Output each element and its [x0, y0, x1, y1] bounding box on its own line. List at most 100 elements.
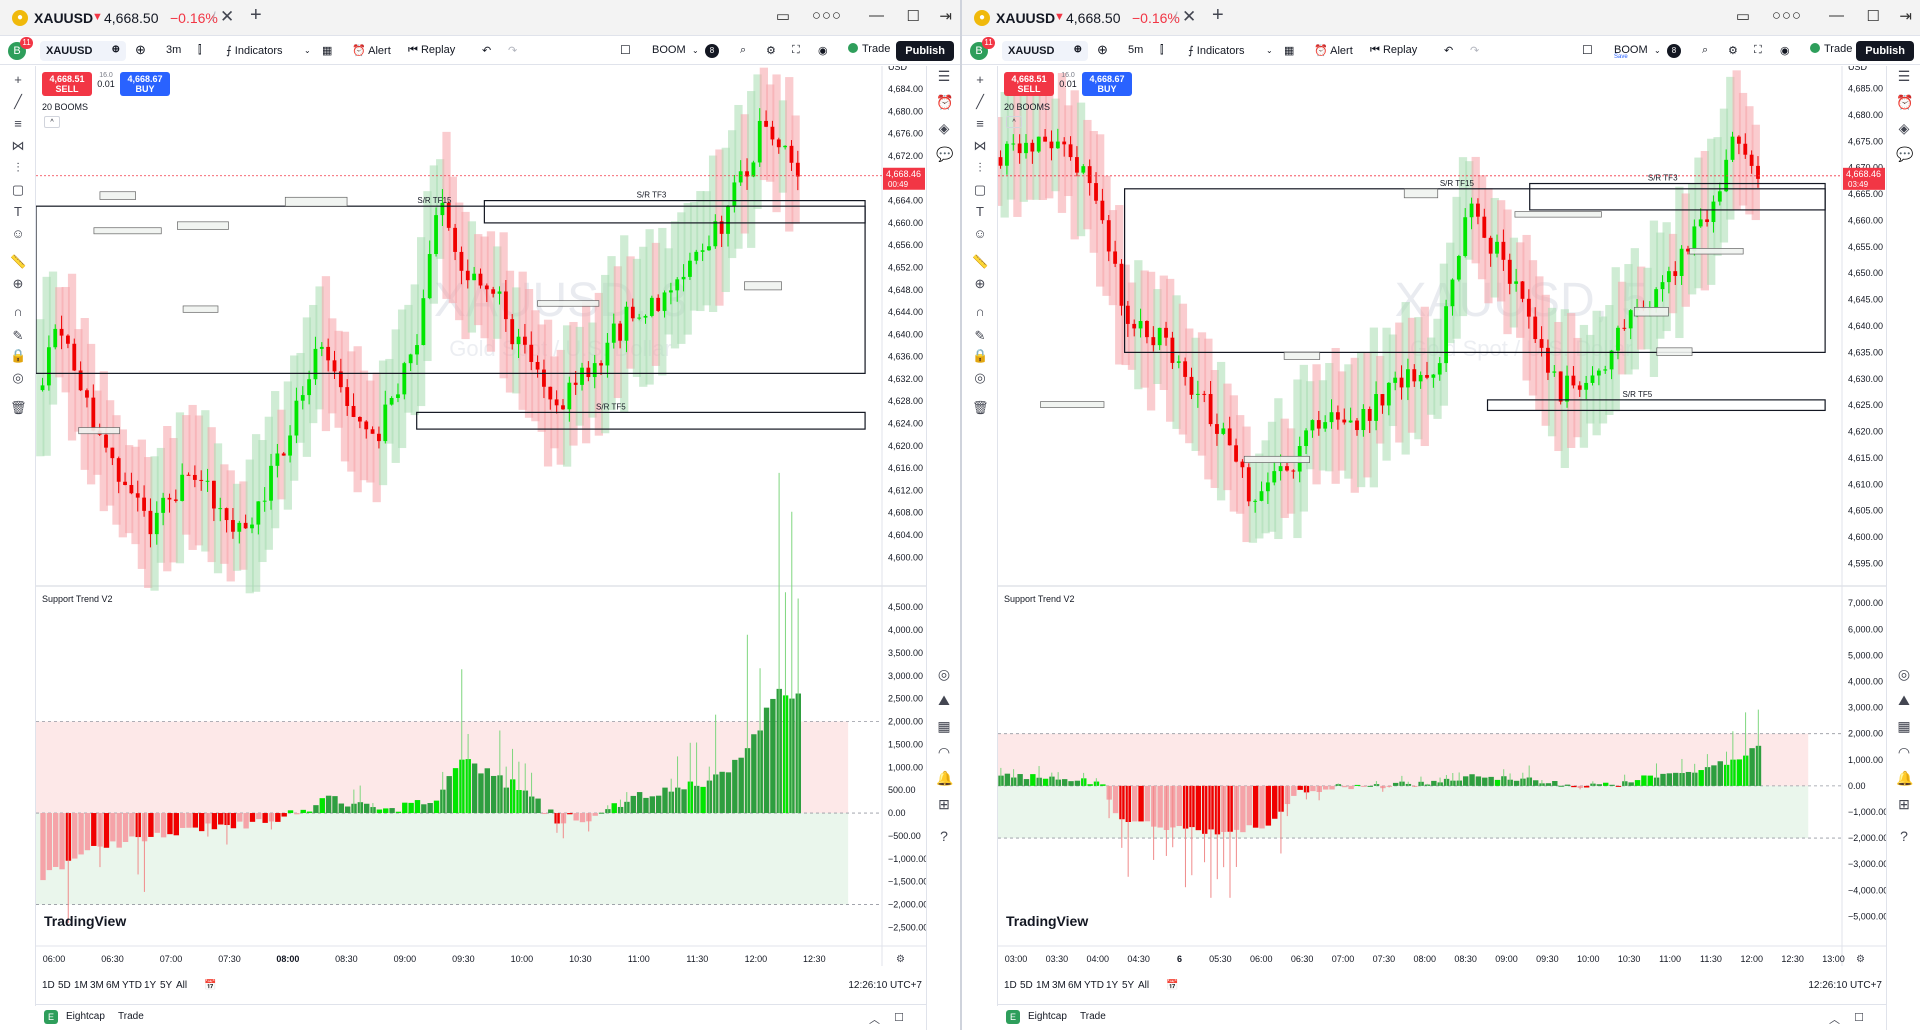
candle-body[interactable] — [1202, 393, 1207, 395]
candle-body[interactable] — [491, 289, 496, 294]
layout-name-button[interactable]: BOOM Save — [1614, 44, 1648, 60]
candle-body[interactable] — [1055, 141, 1060, 149]
candle-body[interactable] — [1240, 461, 1245, 468]
candle-body[interactable] — [1138, 321, 1143, 329]
candle-body[interactable] — [1195, 393, 1200, 395]
undo-icon[interactable]: ↶ — [1444, 45, 1454, 57]
bell-icon[interactable]: 🔔 — [1896, 770, 1914, 786]
candle-body[interactable] — [243, 522, 248, 529]
candle-body[interactable] — [1520, 281, 1525, 299]
candle-body[interactable] — [345, 387, 350, 406]
candle-body[interactable] — [998, 157, 1003, 166]
candle-body[interactable] — [1119, 263, 1124, 306]
candle-body[interactable] — [161, 497, 166, 513]
candle-body[interactable] — [288, 435, 292, 456]
camera-icon[interactable]: ◉ — [1780, 45, 1790, 57]
candle-body[interactable] — [573, 382, 578, 385]
candle-body[interactable] — [205, 480, 210, 482]
candle-body[interactable] — [1189, 376, 1194, 395]
crosshair-icon[interactable]: + — [976, 72, 984, 87]
candle-body[interactable] — [1425, 375, 1429, 378]
measure-icon[interactable]: 📏 — [10, 254, 27, 269]
candle-body[interactable] — [1329, 412, 1334, 423]
symbol-search[interactable]: XAUUSD ⊕ — [1002, 41, 1088, 61]
close-tab-icon[interactable]: ✕ — [220, 7, 235, 26]
candle-body[interactable] — [319, 346, 324, 349]
candle-body[interactable] — [465, 270, 470, 281]
candle-body[interactable] — [1533, 316, 1538, 340]
candle-body[interactable] — [294, 400, 299, 436]
order-block-box[interactable] — [284, 196, 348, 207]
candle-body[interactable] — [745, 171, 749, 177]
candle-body[interactable] — [1673, 271, 1678, 276]
candle-body[interactable] — [1062, 141, 1067, 145]
range-5d[interactable]: 5D — [1020, 980, 1033, 991]
candle-body[interactable] — [1087, 166, 1092, 184]
buy-button[interactable]: 4,668.67 BUY — [120, 72, 170, 96]
candle-body[interactable] — [199, 479, 204, 481]
range-ytd[interactable]: YTD — [1084, 980, 1104, 991]
candle-body[interactable] — [592, 363, 597, 378]
candle-body[interactable] — [1285, 466, 1289, 471]
calendar-icon[interactable]: ▦ — [1897, 718, 1911, 734]
time-axis[interactable]: 06:00 06:30 07:00 07:30 08:00 08:30 09:00 09:30… — [43, 954, 905, 965]
sell-button[interactable]: 4,668.51 SELL — [1004, 72, 1054, 96]
candle-body[interactable] — [1749, 154, 1754, 166]
publish-button[interactable]: Publish — [896, 41, 954, 61]
candle-body[interactable] — [1679, 248, 1684, 276]
candle-body[interactable] — [1017, 143, 1022, 154]
candle-body[interactable] — [1075, 157, 1079, 173]
candle-body[interactable] — [1565, 375, 1569, 402]
candle-body[interactable] — [180, 474, 185, 501]
alert-button[interactable]: ⏰ Alert — [1314, 44, 1353, 57]
candle-body[interactable] — [1660, 282, 1665, 290]
text-icon[interactable]: T — [14, 204, 22, 219]
indicators-button[interactable]: ⨍ Indicators — [1188, 44, 1245, 57]
candle-body[interactable] — [1215, 424, 1219, 434]
candle-body[interactable] — [611, 323, 616, 343]
candle-body[interactable] — [605, 342, 610, 366]
measure-icon[interactable]: 📏 — [972, 254, 989, 269]
time-axis[interactable]: 03:00 03:30 04:00 04:30 6 05:30 06:00 06:30 07:0… — [1005, 954, 1865, 965]
candle-body[interactable] — [1590, 375, 1595, 383]
order-block-box[interactable] — [78, 427, 120, 435]
candle-body[interactable] — [1157, 327, 1162, 346]
fullscreen-icon[interactable]: ⛶ — [792, 44, 800, 56]
candle-body[interactable] — [1482, 216, 1487, 238]
candle-body[interactable] — [85, 390, 89, 398]
candle-body[interactable] — [1628, 310, 1633, 329]
candle-body[interactable] — [1450, 279, 1455, 307]
range-1m[interactable]: 1M — [1036, 980, 1050, 991]
eye-icon[interactable]: ◎ — [974, 370, 986, 385]
interval-button[interactable]: 5m — [1128, 44, 1144, 56]
candle-body[interactable] — [415, 345, 419, 355]
candle-body[interactable] — [300, 395, 305, 401]
zoom-icon[interactable]: ⊕ — [974, 276, 986, 291]
candle-body[interactable] — [1342, 419, 1347, 423]
candle-body[interactable] — [757, 120, 762, 163]
candle-body[interactable] — [389, 397, 394, 405]
candle-body[interactable] — [326, 346, 331, 361]
fib-icon[interactable]: ≡ — [14, 116, 22, 131]
candle-body[interactable] — [1094, 183, 1098, 201]
camera-icon[interactable]: ◉ — [818, 45, 828, 57]
candle-body[interactable] — [1476, 203, 1480, 217]
layers-icon[interactable]: ◈ — [1898, 120, 1910, 136]
candle-body[interactable] — [1418, 375, 1423, 382]
candle-body[interactable] — [186, 474, 191, 476]
candle-body[interactable] — [1571, 375, 1576, 386]
calendar-icon[interactable]: ▦ — [937, 718, 951, 734]
candle-body[interactable] — [643, 315, 648, 318]
maximize-panel-icon[interactable]: ☐ — [894, 1012, 904, 1024]
sr-zone-box[interactable] — [483, 200, 866, 224]
order-block-box[interactable] — [537, 300, 600, 307]
candle-body[interactable] — [1367, 408, 1372, 421]
candle-body[interactable] — [1068, 144, 1073, 158]
goto-date-icon[interactable]: 📅 — [204, 980, 217, 991]
candle-body[interactable] — [1081, 166, 1086, 173]
candle-body[interactable] — [281, 453, 286, 456]
candle-body[interactable] — [776, 139, 781, 148]
crosshair-icon[interactable]: + — [14, 72, 22, 87]
candle-body[interactable] — [1692, 226, 1697, 252]
candle-body[interactable] — [618, 323, 623, 341]
